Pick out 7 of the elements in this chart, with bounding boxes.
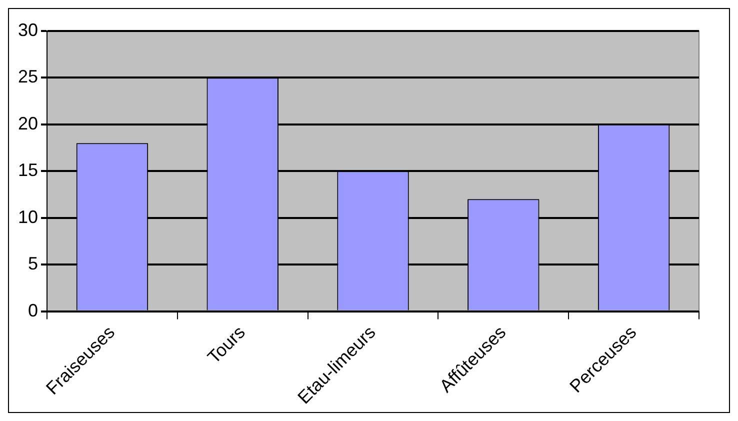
y-tick-label: 10 [18,206,38,227]
y-tick-label: 20 [18,113,38,134]
y-tick-label: 0 [28,300,38,320]
y-tick-label: 30 [18,20,38,40]
y-tick-label: 15 [18,160,38,180]
y-tick-label: 25 [18,66,38,87]
y-tick-label: 5 [28,254,38,274]
